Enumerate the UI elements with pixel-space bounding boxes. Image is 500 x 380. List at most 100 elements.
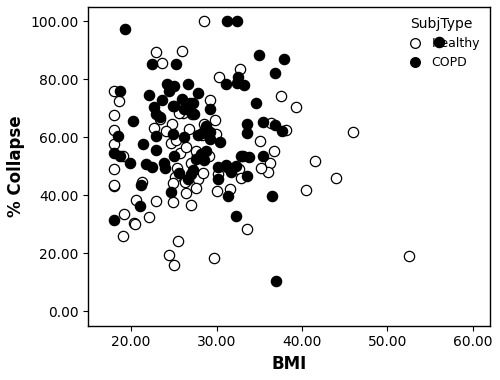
Point (152, 147, 160, 154)
Point (226, 187, 234, 193)
Point (137, 182, 145, 188)
Point (168, 131, 176, 138)
Point (184, 176, 192, 182)
Point (165, 88, 173, 94)
Point (232, 163, 239, 169)
Point (194, 90, 202, 96)
Point (180, 106, 188, 112)
Point (188, 100, 196, 106)
Point (118, 153, 126, 159)
Point (206, 106, 214, 112)
Point (168, 120, 176, 127)
Point (238, 176, 246, 182)
Point (110, 217, 118, 223)
Point (193, 152, 201, 158)
Point (136, 203, 144, 209)
Point (202, 122, 210, 128)
Point (271, 70, 279, 76)
Point (145, 214, 153, 220)
Point (116, 153, 124, 159)
Point (214, 176, 222, 182)
Point (120, 211, 128, 217)
Point (186, 100, 194, 106)
Point (170, 262, 177, 268)
Point (121, 26, 129, 32)
Point (255, 52, 263, 58)
Point (238, 153, 246, 159)
Point (232, 213, 240, 219)
Point (170, 153, 178, 159)
Point (200, 120, 207, 127)
Point (152, 111, 160, 117)
Point (292, 103, 300, 109)
Point (213, 188, 221, 194)
Point (156, 114, 164, 120)
Point (210, 117, 218, 123)
Point (243, 226, 251, 233)
Point (278, 127, 286, 133)
Point (170, 103, 177, 109)
Point (199, 170, 207, 176)
Point (182, 144, 190, 150)
Point (222, 162, 230, 168)
Point (150, 103, 158, 109)
Point (270, 147, 278, 154)
Point (152, 133, 160, 139)
Point (172, 174, 179, 180)
Point (148, 164, 156, 170)
Point (200, 157, 207, 163)
Point (188, 111, 196, 117)
Point (202, 125, 210, 131)
Point (349, 128, 357, 135)
Point (182, 190, 190, 196)
Point (114, 133, 122, 139)
Point (110, 88, 118, 94)
Point (166, 189, 174, 195)
Point (192, 148, 200, 154)
Point (266, 160, 274, 166)
Point (236, 66, 244, 72)
Point (179, 110, 187, 116)
Point (178, 96, 186, 102)
Point (276, 93, 284, 99)
Point (186, 109, 194, 116)
Point (145, 92, 153, 98)
Point (268, 193, 276, 199)
Point (240, 82, 248, 88)
Y-axis label: % Collapse: % Collapse (7, 116, 25, 217)
Point (244, 121, 252, 127)
Point (302, 187, 310, 193)
Point (126, 160, 134, 166)
Point (110, 182, 118, 188)
Point (233, 80, 241, 86)
Point (130, 220, 138, 226)
Point (168, 140, 175, 146)
Point (115, 98, 123, 104)
Point (174, 109, 182, 116)
Point (187, 203, 195, 209)
Point (282, 127, 290, 133)
Point (184, 81, 192, 87)
Point (256, 138, 264, 144)
Point (172, 137, 180, 143)
Point (196, 150, 204, 157)
Point (214, 163, 222, 169)
Point (142, 161, 150, 167)
Point (332, 175, 340, 181)
Point (210, 255, 218, 261)
Point (259, 153, 267, 159)
Point (180, 135, 188, 141)
Point (258, 165, 266, 171)
Point (272, 278, 280, 284)
Point (170, 83, 178, 89)
Point (187, 160, 195, 166)
Point (216, 139, 224, 146)
Point (189, 167, 197, 173)
Point (280, 55, 288, 62)
Point (162, 81, 170, 87)
Point (212, 131, 220, 138)
Point (180, 179, 188, 185)
Point (200, 18, 208, 24)
Point (228, 169, 235, 175)
Point (110, 112, 118, 118)
